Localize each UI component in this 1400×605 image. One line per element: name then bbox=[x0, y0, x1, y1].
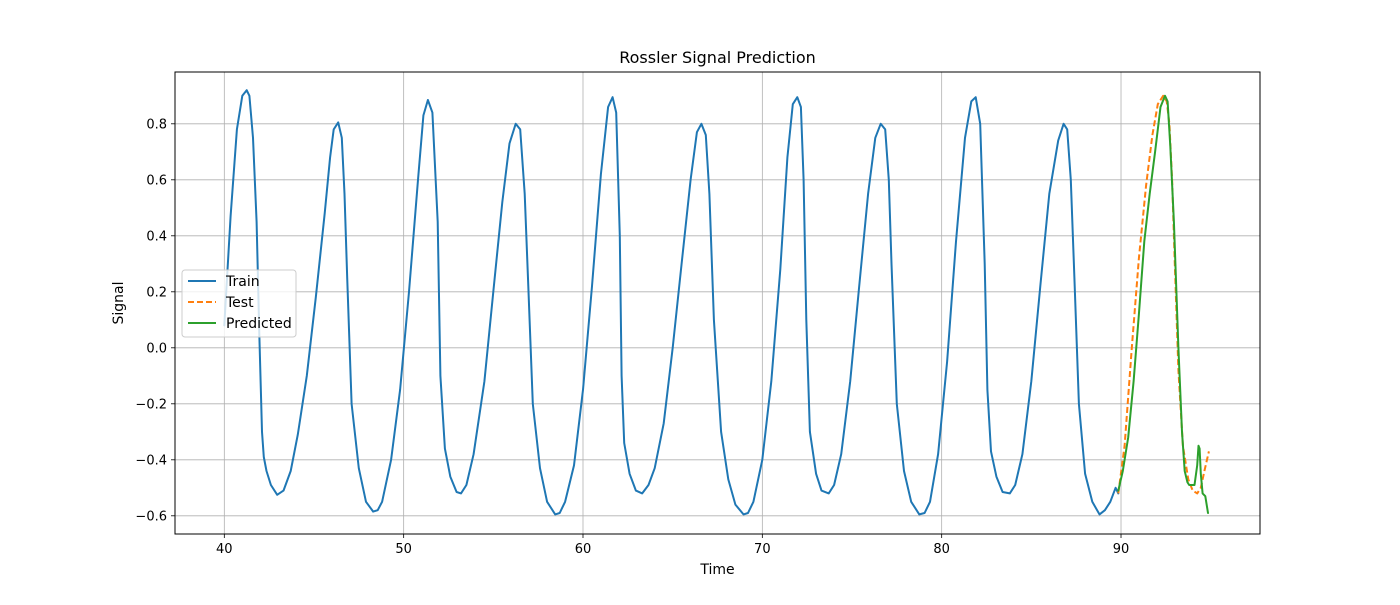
x-tick-label: 60 bbox=[575, 542, 592, 557]
plot-area bbox=[175, 72, 1260, 534]
series-layer bbox=[223, 89, 1210, 516]
y-tick-label: 0.2 bbox=[146, 285, 167, 300]
x-axis-label: Time bbox=[699, 562, 734, 578]
x-tick-label: 90 bbox=[1113, 542, 1130, 557]
series-line-predicted bbox=[1117, 94, 1209, 514]
legend-box bbox=[181, 269, 297, 338]
y-tick-label: 0.0 bbox=[146, 341, 167, 356]
plot-frame bbox=[174, 71, 1261, 535]
y-tick-label: 0.8 bbox=[146, 117, 167, 132]
x-tick-label: 80 bbox=[933, 542, 950, 557]
y-axis: −0.6 −0.4 −0.2 0.0 0.2 0.4 0.6 0.8 bbox=[135, 117, 175, 524]
y-tick-label: −0.6 bbox=[135, 509, 167, 524]
x-tick-label: 70 bbox=[754, 542, 771, 557]
x-tick-label: 40 bbox=[216, 542, 233, 557]
legend-label-test: Test bbox=[225, 295, 254, 311]
legend: Train Test Predicted bbox=[181, 269, 297, 338]
x-tick-label: 50 bbox=[395, 542, 412, 557]
series-line-test bbox=[1117, 94, 1210, 495]
series-line-train bbox=[223, 89, 1120, 516]
y-tick-label: −0.2 bbox=[135, 397, 167, 412]
chart-title: Rossler Signal Prediction bbox=[619, 48, 816, 67]
legend-label-predicted: Predicted bbox=[226, 316, 292, 332]
grid bbox=[175, 72, 1260, 534]
y-axis-label: Signal bbox=[111, 281, 127, 324]
y-tick-label: −0.4 bbox=[135, 453, 167, 468]
legend-label-train: Train bbox=[225, 274, 260, 290]
y-tick-label: 0.4 bbox=[146, 229, 167, 244]
x-axis: 40 50 60 70 80 90 bbox=[216, 534, 1129, 557]
y-tick-label: 0.6 bbox=[146, 173, 167, 188]
